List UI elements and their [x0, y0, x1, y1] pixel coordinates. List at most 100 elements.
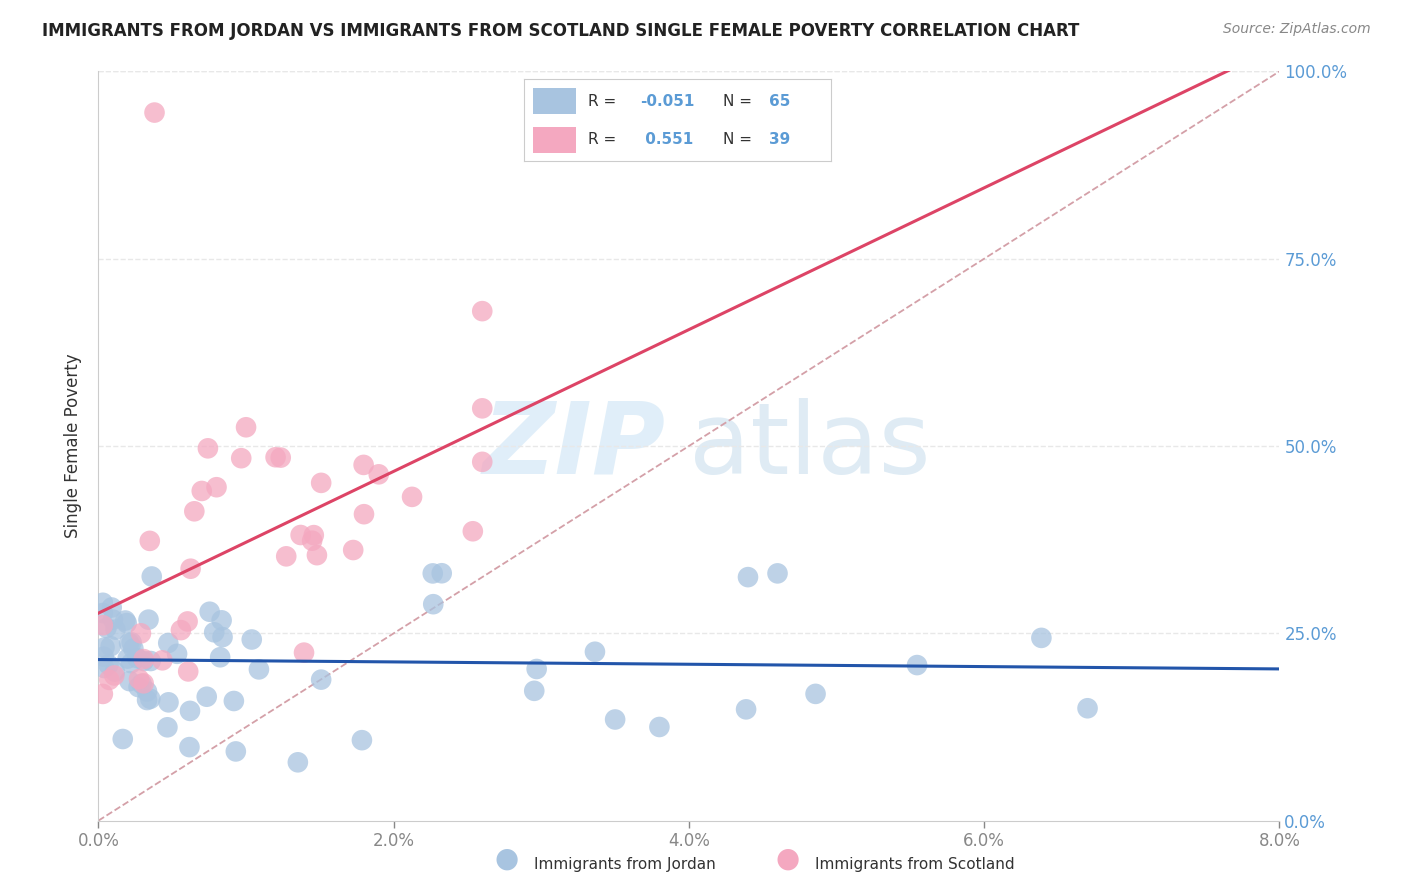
Point [211, 630, 233, 644]
Point [222, 694, 245, 708]
Point [104, 665, 127, 679]
Point [115, 616, 138, 631]
Point [136, 684, 159, 698]
Text: ●: ● [775, 845, 800, 872]
Point [197, 442, 219, 456]
Text: ●: ● [494, 845, 519, 872]
Point [103, 668, 125, 682]
Point [471, 401, 494, 416]
Point [139, 533, 162, 548]
Point [131, 677, 153, 691]
Point [177, 665, 200, 679]
Point [100, 639, 122, 653]
Point [302, 528, 325, 542]
Point [132, 652, 155, 666]
Point [605, 713, 627, 727]
Text: Immigrants from Scotland: Immigrants from Scotland [815, 857, 1015, 872]
Point [125, 651, 148, 665]
Point [422, 566, 444, 581]
Point [91, 596, 114, 610]
Point [305, 548, 328, 562]
Point [737, 570, 759, 584]
Text: Source: ZipAtlas.com: Source: ZipAtlas.com [1223, 22, 1371, 37]
Point [132, 654, 155, 668]
Point [430, 566, 453, 581]
Point [583, 645, 606, 659]
Point [290, 528, 312, 542]
Point [270, 450, 292, 465]
Y-axis label: Single Female Poverty: Single Female Poverty [63, 354, 82, 538]
Point [195, 690, 218, 704]
Point [1031, 631, 1053, 645]
Point [353, 458, 375, 472]
Point [191, 483, 214, 498]
Point [202, 625, 225, 640]
Point [166, 647, 188, 661]
Point [120, 657, 142, 671]
Point [183, 504, 205, 518]
Point [100, 600, 122, 615]
Point [111, 731, 134, 746]
Point [91, 618, 114, 632]
Text: ZIP: ZIP [482, 398, 665, 494]
Point [121, 635, 143, 649]
Point [287, 756, 309, 770]
Point [401, 490, 423, 504]
Point [735, 702, 758, 716]
Point [128, 672, 150, 686]
Point [648, 720, 671, 734]
Point [235, 420, 257, 434]
Point [905, 658, 928, 673]
Text: Immigrants from Jordan: Immigrants from Jordan [534, 857, 716, 872]
Point [205, 480, 228, 494]
Point [157, 636, 180, 650]
Point [114, 614, 136, 628]
Point [104, 623, 127, 637]
Point [350, 733, 373, 747]
Point [170, 623, 193, 637]
Point [98, 673, 121, 687]
Point [117, 651, 139, 665]
Point [118, 636, 141, 650]
Point [150, 653, 173, 667]
Point [101, 613, 124, 627]
Text: IMMIGRANTS FROM JORDAN VS IMMIGRANTS FROM SCOTLAND SINGLE FEMALE POVERTY CORRELA: IMMIGRANTS FROM JORDAN VS IMMIGRANTS FRO… [42, 22, 1080, 40]
Point [179, 740, 201, 755]
Point [461, 524, 484, 539]
Point [523, 683, 546, 698]
Point [97, 657, 120, 672]
Point [247, 662, 270, 676]
Point [211, 613, 233, 627]
Point [240, 632, 263, 647]
Point [804, 687, 827, 701]
Point [180, 562, 202, 576]
Point [276, 549, 298, 564]
Point [264, 450, 287, 465]
Point [93, 649, 115, 664]
Point [176, 615, 198, 629]
Point [122, 641, 145, 656]
Text: atlas: atlas [689, 398, 931, 494]
Point [141, 569, 163, 583]
Point [143, 105, 166, 120]
Point [1077, 701, 1099, 715]
Point [139, 691, 162, 706]
Point [139, 654, 162, 668]
Point [471, 455, 494, 469]
Point [353, 507, 375, 521]
Point [91, 606, 114, 620]
Point [157, 695, 180, 709]
Point [766, 566, 789, 581]
Point [91, 687, 114, 701]
Point [526, 662, 548, 676]
Point [225, 744, 247, 758]
Point [179, 704, 201, 718]
Point [93, 640, 115, 655]
Point [422, 597, 444, 611]
Point [231, 451, 253, 466]
Point [367, 467, 389, 482]
Point [93, 661, 115, 675]
Point [96, 621, 118, 635]
Point [118, 674, 141, 689]
Point [309, 673, 332, 687]
